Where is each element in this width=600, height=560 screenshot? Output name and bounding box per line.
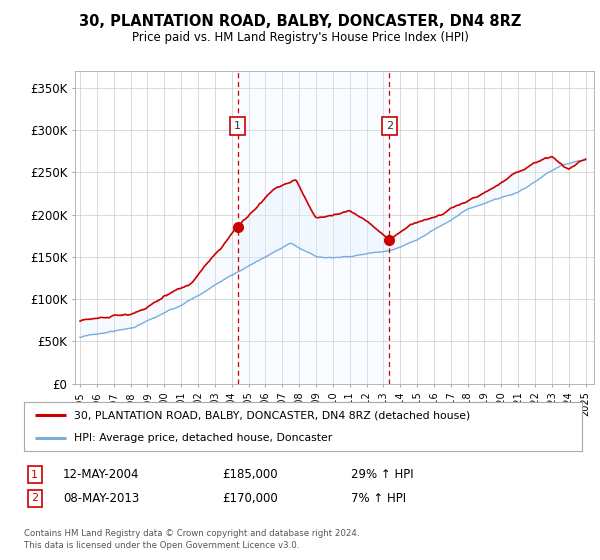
Text: 2: 2 [386,121,393,131]
Text: 12-MAY-2004: 12-MAY-2004 [63,468,139,482]
Text: 29% ↑ HPI: 29% ↑ HPI [351,468,413,482]
Text: 30, PLANTATION ROAD, BALBY, DONCASTER, DN4 8RZ (detached house): 30, PLANTATION ROAD, BALBY, DONCASTER, D… [74,410,470,421]
Text: 2: 2 [31,493,38,503]
Text: 1: 1 [234,121,241,131]
Text: £170,000: £170,000 [222,492,278,505]
Text: 1: 1 [31,470,38,480]
Text: £185,000: £185,000 [222,468,278,482]
Text: HPI: Average price, detached house, Doncaster: HPI: Average price, detached house, Donc… [74,433,332,443]
Text: 08-MAY-2013: 08-MAY-2013 [63,492,139,505]
Text: This data is licensed under the Open Government Licence v3.0.: This data is licensed under the Open Gov… [24,541,299,550]
Text: 30, PLANTATION ROAD, BALBY, DONCASTER, DN4 8RZ: 30, PLANTATION ROAD, BALBY, DONCASTER, D… [79,14,521,29]
Text: Price paid vs. HM Land Registry's House Price Index (HPI): Price paid vs. HM Land Registry's House … [131,31,469,44]
Text: Contains HM Land Registry data © Crown copyright and database right 2024.: Contains HM Land Registry data © Crown c… [24,529,359,538]
Text: 7% ↑ HPI: 7% ↑ HPI [351,492,406,505]
Bar [238,71,389,384]
